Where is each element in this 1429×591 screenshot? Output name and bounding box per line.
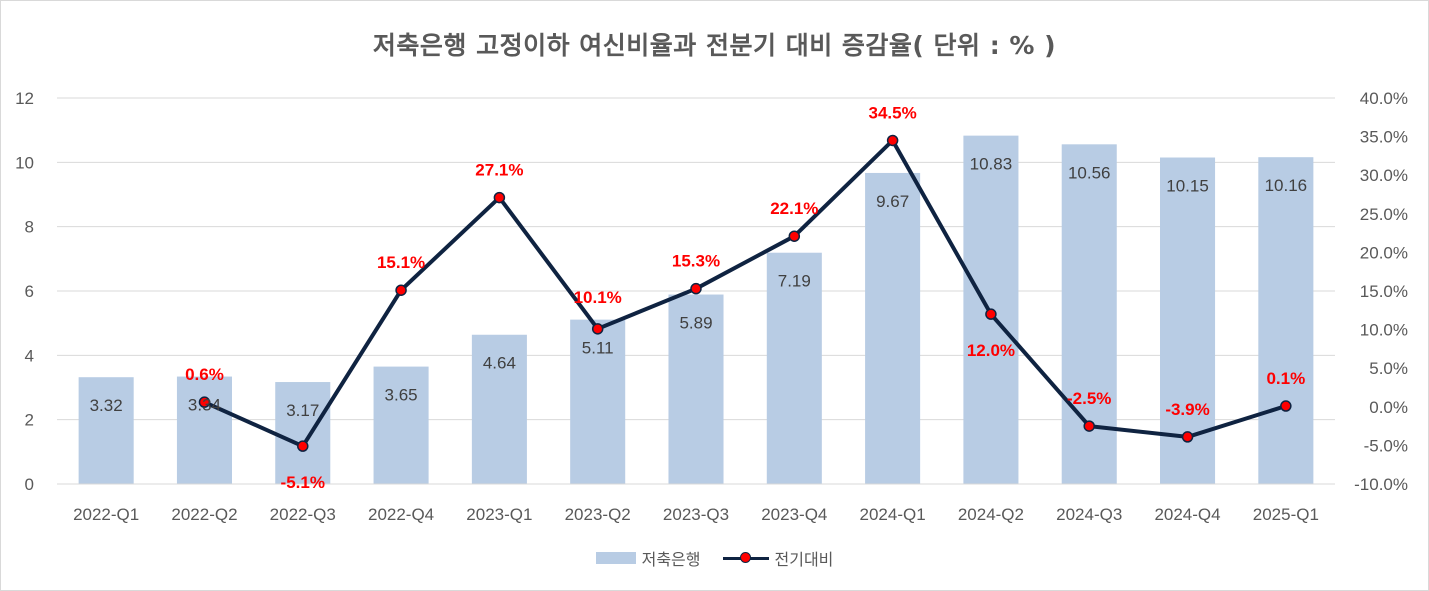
y-right-tick-label: 40.0% <box>1360 89 1408 108</box>
legend: 저축은행 전기대비 <box>0 546 1429 570</box>
bar-data-label: 10.56 <box>1068 163 1111 182</box>
bar-data-label: 9.67 <box>876 192 909 211</box>
legend-item-bar: 저축은행 <box>595 546 701 570</box>
bar <box>1258 157 1314 485</box>
line-point <box>493 191 506 204</box>
line-point <box>591 323 604 335</box>
bar-series <box>78 135 1314 485</box>
line-data-label: 15.3% <box>672 252 720 271</box>
bar-labels: 3.32 3.34 3.17 3.65 4.64 5.11 5.89 7.19 9.67 10.8… <box>90 155 1308 420</box>
y-left-tick-label: 6 <box>25 282 34 301</box>
line-data-label: 0.1% <box>1266 369 1305 388</box>
line-point <box>788 230 801 242</box>
bar <box>865 172 921 484</box>
line-data-label: 27.1% <box>475 161 523 180</box>
line-data-label: 12.0% <box>967 341 1015 360</box>
line-point <box>1181 431 1194 443</box>
x-tick-label: 2024-Q4 <box>1154 505 1220 524</box>
legend-line-swatch <box>722 551 769 565</box>
bar <box>373 366 429 484</box>
y-right-tick-label: 10.0% <box>1360 321 1408 340</box>
bar-data-label: 7.19 <box>778 272 811 291</box>
y-right-tick-label: 0.0% <box>1369 398 1408 417</box>
x-tick-label: 2025-Q1 <box>1253 505 1319 524</box>
line-data-label: -2.5% <box>1067 389 1111 408</box>
line-data-label: -3.9% <box>1165 400 1209 419</box>
y-left-tick-label: 12 <box>15 89 34 108</box>
bar-data-label: 3.34 <box>188 396 221 415</box>
y-right-tick-label: 15.0% <box>1360 282 1408 301</box>
line-point <box>198 396 211 408</box>
y-right-tick-label: 25.0% <box>1360 205 1408 224</box>
line-point <box>395 284 407 296</box>
x-tick-label: 2022-Q1 <box>73 505 139 524</box>
y-axis-right: -10.0% -5.0% 0.0% 5.0% 10.0% 15.0% 20.0% 25.0% 3… <box>1354 89 1408 494</box>
y-left-tick-label: 2 <box>25 411 34 430</box>
legend-line-label: 전기대비 <box>774 550 834 569</box>
bar-data-label: 5.11 <box>582 339 614 358</box>
bar-data-label: 10.15 <box>1166 177 1209 196</box>
bar-data-label: 3.17 <box>286 401 319 420</box>
y-left-tick-label: 0 <box>25 475 34 494</box>
bar-data-label: 10.16 <box>1265 176 1308 195</box>
y-right-tick-label: 20.0% <box>1360 243 1408 262</box>
x-tick-label: 2022-Q4 <box>368 505 434 524</box>
line-data-label: 15.1% <box>377 253 425 272</box>
line-point <box>1083 420 1095 432</box>
bar <box>668 294 724 484</box>
bar <box>766 252 822 484</box>
x-tick-label: 2024-Q3 <box>1056 505 1122 524</box>
legend-item-line: 전기대비 <box>722 546 834 570</box>
line-point <box>985 308 997 320</box>
y-right-tick-label: -5.0% <box>1364 436 1408 455</box>
line-point <box>1280 400 1292 412</box>
x-axis: 2022-Q1 2022-Q2 2022-Q3 2022-Q4 2023-Q1 2023-… <box>57 483 1335 524</box>
bar-data-label: 3.32 <box>90 396 123 415</box>
y-right-tick-label: -10.0% <box>1354 475 1408 494</box>
line-path <box>203 138 1287 449</box>
line-data-label: -5.1% <box>281 473 325 492</box>
bar-data-label: 5.89 <box>679 314 712 333</box>
bar <box>1061 144 1117 484</box>
chart-title: 저축은행 고정이하 여신비율과 전분기 대비 증감율( 단위 : % ) <box>372 31 1057 60</box>
x-tick-label: 2023-Q2 <box>565 505 631 524</box>
y-right-tick-label: 35.0% <box>1360 128 1408 147</box>
line-point <box>690 282 702 295</box>
bar-data-label: 3.65 <box>385 386 418 405</box>
bar <box>275 382 331 484</box>
x-tick-label: 2023-Q1 <box>466 505 532 524</box>
x-tick-label: 2022-Q3 <box>270 505 336 524</box>
bar <box>471 334 527 484</box>
x-tick-label: 2022-Q2 <box>171 505 237 524</box>
x-tick-label: 2023-Q4 <box>761 505 827 524</box>
bar-data-label: 4.64 <box>483 354 516 373</box>
x-tick-label: 2023-Q3 <box>663 505 729 524</box>
line-point <box>297 440 309 452</box>
x-tick-label: 2024-Q1 <box>860 505 926 524</box>
y-left-tick-label: 8 <box>25 218 34 237</box>
y-left-tick-label: 4 <box>25 346 34 365</box>
bar-data-label: 10.83 <box>970 155 1013 174</box>
line-point <box>886 134 899 147</box>
y-right-tick-label: 30.0% <box>1360 166 1408 185</box>
line-data-label: 34.5% <box>869 103 917 122</box>
line-labels: 0.6% -5.1% 15.1% 27.1% 10.1% 15.3% 22.1% 34.5% 1… <box>185 103 1305 492</box>
y-right-tick-label: 5.0% <box>1369 359 1408 378</box>
bar <box>78 377 134 484</box>
legend-bar-label: 저축은행 <box>641 550 701 569</box>
line-data-label: 0.6% <box>185 365 224 384</box>
y-left-tick-label: 10 <box>15 153 34 172</box>
y-axis-left: 0 2 4 6 8 10 12 <box>15 89 34 494</box>
line-data-label: 10.1% <box>574 288 622 307</box>
line-data-label: 22.1% <box>770 199 818 218</box>
x-tick-label: 2024-Q2 <box>958 505 1024 524</box>
bar <box>176 376 232 484</box>
bar <box>570 319 626 484</box>
legend-bar-swatch <box>595 552 636 564</box>
line-series <box>198 134 1292 452</box>
